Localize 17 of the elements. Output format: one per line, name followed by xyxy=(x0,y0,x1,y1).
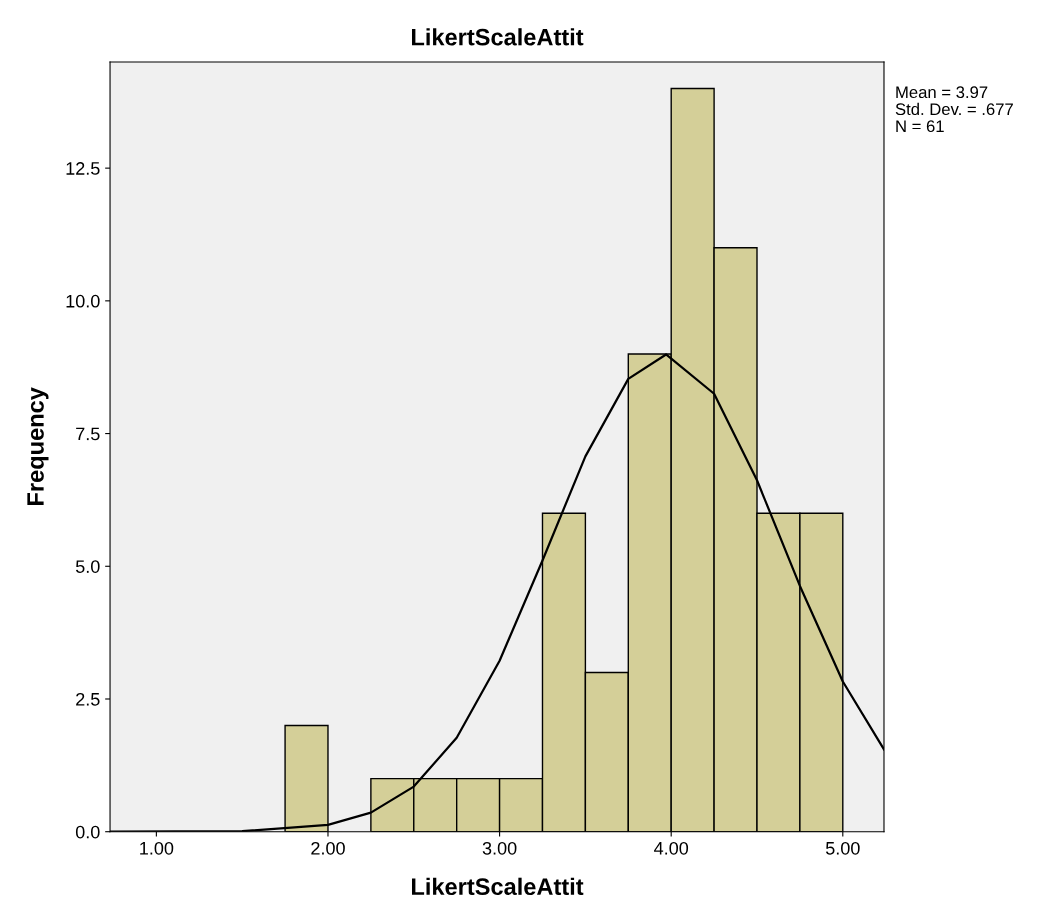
x-axis-title: LikertScaleAttit xyxy=(412,877,584,896)
text: Std. Dev. = .677 xyxy=(895,102,1013,116)
text: N = 61 xyxy=(896,120,944,133)
chart-title: LikertScaleAttit xyxy=(412,28,584,46)
x-tick-label: 2.00 xyxy=(311,841,345,855)
y-tick-label: 10.0 xyxy=(66,294,100,308)
y-tick-label: 0.0 xyxy=(75,825,100,839)
y-tick-label: 5.0 xyxy=(75,560,100,573)
x-tick-label: 5.00 xyxy=(825,841,860,855)
text: Mean = 3.97 xyxy=(896,86,988,99)
y-tick-label: 12.5 xyxy=(66,162,100,175)
y-tick-label: 7.5 xyxy=(76,427,100,441)
x-tick-label: 4.00 xyxy=(654,841,689,855)
x-tick-label: 3.00 xyxy=(482,841,517,855)
y-tick-label: 2.5 xyxy=(76,692,100,706)
y-axis-title: Frequency xyxy=(27,387,49,505)
x-tick-label: 1.00 xyxy=(140,841,174,855)
